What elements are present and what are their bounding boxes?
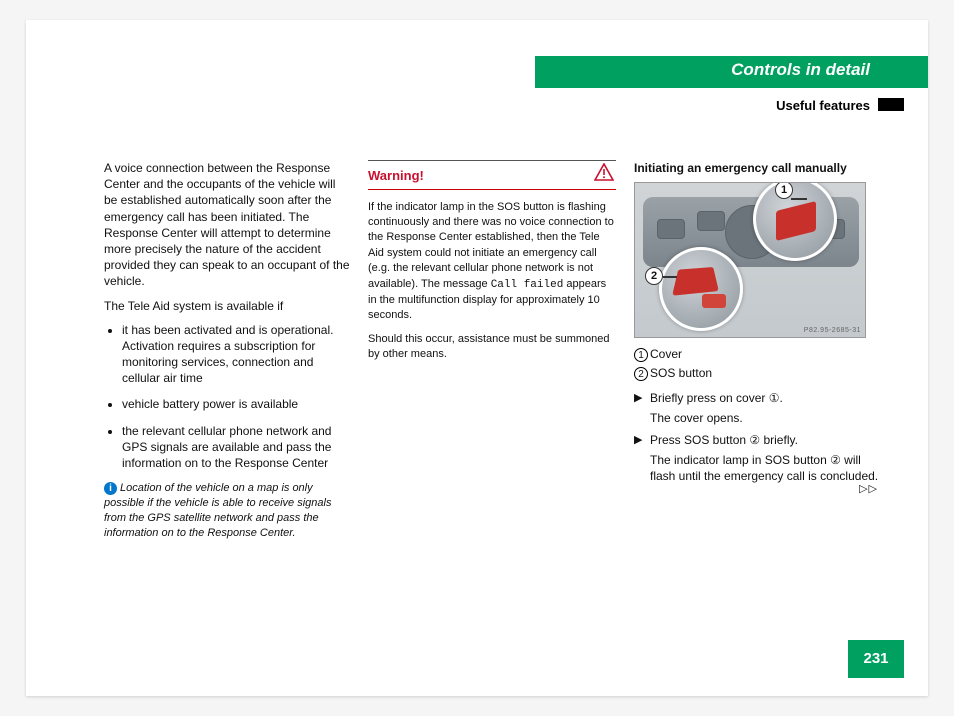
list-item: the relevant cellular phone network and … [122,423,352,472]
callout-leader [791,198,807,200]
info-note: iLocation of the vehicle on a map is onl… [104,481,352,540]
step-result: The indicator lamp in SOS button ② will … [650,452,882,484]
detail-circle-sos [659,247,743,331]
procedure-step: ▶ Briefly press on cover ①. The cover op… [634,390,882,426]
step-arrow-icon: ▶ [634,432,650,485]
console-button-shape [697,211,725,231]
list-item: it has been activated and is operational… [122,322,352,387]
figure-sos-cover: 1 2 P82.95-2685-31 [634,182,866,338]
warning-paragraph: If the indicator lamp in the SOS button … [368,200,616,324]
section-title: Useful features [776,98,870,113]
page-number: 231 [848,640,904,678]
thumb-tab [878,98,904,111]
warning-title: Warning! [368,168,424,183]
procedure-steps: ▶ Briefly press on cover ①. The cover op… [634,390,882,495]
manual-page: Controls in detail Useful features A voi… [26,20,928,696]
cover-open-shape [672,267,719,296]
chapter-title: Controls in detail [731,60,870,80]
body-paragraph: The Tele Aid system is available if [104,298,352,314]
console-button-shape [657,219,685,239]
warning-body: If the indicator lamp in the SOS button … [368,200,616,363]
column-right: Initiating an emergency call manually 1 [634,160,882,495]
legend-label: SOS button [650,366,712,380]
warning-triangle-icon [594,163,614,185]
bullet-list: it has been activated and is operational… [104,322,352,472]
legend-number: 1 [634,348,648,362]
warning-paragraph: Should this occur, assistance must be su… [368,332,616,363]
column-left: A voice connection between the Response … [104,160,352,549]
display-message-code: Call failed [491,279,564,291]
column-middle: Warning! If the indicator lamp in the SO… [368,160,616,370]
callout-legend: 2SOS button [634,365,882,381]
procedure-step: ▶ Press SOS button ② briefly. The indica… [634,432,882,485]
warning-header: Warning! [368,160,616,190]
callout-legend: 1Cover [634,346,882,362]
continued-icon: ▷▷ [859,482,878,497]
callout-leader [663,276,677,278]
note-text: Location of the vehicle on a map is only… [104,482,331,539]
subsection-title: Initiating an emergency call manually [634,160,882,176]
sos-button-shape [702,294,726,308]
step-text: Briefly press on cover ①. [650,390,882,406]
info-icon: i [104,482,117,495]
legend-number: 2 [634,367,648,381]
step-text: Press SOS button ② briefly. [650,432,882,448]
cover-closed-shape [776,201,816,241]
step-result: The cover opens. [650,410,882,426]
step-arrow-icon: ▶ [634,390,650,426]
figure-reference: P82.95-2685-31 [804,326,861,335]
body-paragraph: A voice connection between the Response … [104,160,352,290]
list-item: vehicle battery power is available [122,396,352,412]
legend-label: Cover [650,347,682,361]
